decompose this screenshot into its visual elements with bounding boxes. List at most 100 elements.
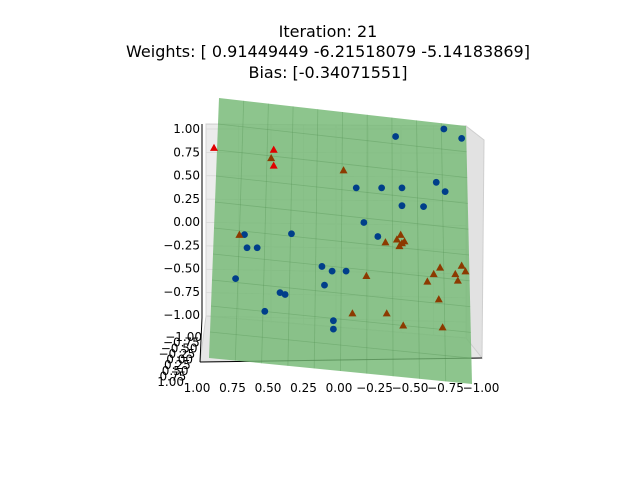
plane-grid-line xyxy=(210,305,471,333)
z-tick-label: 0.75 xyxy=(173,145,200,159)
z-tick-label: −0.75 xyxy=(163,285,200,299)
x-tick-label: 0.25 xyxy=(290,381,317,395)
point-s0-23 xyxy=(441,188,449,196)
point-s1-14 xyxy=(429,269,438,278)
title-line-1: Iteration: 21 xyxy=(279,22,378,41)
y-tick-label: −0.25 xyxy=(158,347,195,361)
point-s1-16 xyxy=(434,295,443,303)
point-s1-1 xyxy=(339,166,348,174)
x-tick-label: −0.50 xyxy=(392,381,429,395)
x-tick-label: −0.75 xyxy=(427,381,464,395)
point-s0-24 xyxy=(440,125,448,133)
plane-grid-line xyxy=(261,103,269,364)
plane-grid-line xyxy=(416,120,420,379)
point-s0-10 xyxy=(328,267,336,275)
point-s0-13 xyxy=(342,267,350,275)
point-s0-9 xyxy=(321,281,328,289)
plane-grid-line xyxy=(215,175,468,204)
point-s0-20 xyxy=(398,202,406,210)
point-s0-3 xyxy=(253,244,261,252)
x-tick-label: 1.00 xyxy=(184,381,211,395)
plane-grid-line xyxy=(313,109,319,369)
point-s0-0 xyxy=(232,275,239,282)
z-tick-label: 0.25 xyxy=(173,192,200,206)
data-points xyxy=(210,125,470,333)
point-s1-21 xyxy=(461,267,470,275)
point-s0-21 xyxy=(420,203,427,211)
plane-grid-line xyxy=(340,111,343,372)
plane-grid-line xyxy=(209,331,472,359)
point-s0-2 xyxy=(243,244,251,252)
y-tick-label: −0.50 xyxy=(161,341,198,355)
point-s1-5 xyxy=(382,309,391,317)
point-s1-19 xyxy=(453,276,462,284)
y-axis-ticks: −1.00−0.75−0.50−0.250.000.250.500.751.00 xyxy=(157,330,202,389)
plane-grid xyxy=(209,100,472,382)
point-s2-2 xyxy=(269,161,278,169)
z-tick-label: −1.00 xyxy=(163,308,200,322)
point-s0-6 xyxy=(281,291,289,298)
z-axis-ticks: 1.00 0.75 0.50 0.25 0.00 −0.25 −0.50 −0.75 −1.00 xyxy=(163,122,200,322)
plane-grid-line xyxy=(214,201,469,230)
point-s1-2 xyxy=(235,230,244,238)
y-tick-label: −0.75 xyxy=(163,336,200,350)
point-s1-17 xyxy=(438,323,447,331)
x-tick-label: 0.00 xyxy=(326,381,353,395)
point-s1-15 xyxy=(436,263,445,271)
point-s0-16 xyxy=(374,233,382,240)
point-s2-0 xyxy=(210,143,218,151)
x-tick-label: −0.25 xyxy=(356,381,393,395)
point-s1-13 xyxy=(423,277,432,285)
title-line-2: Weights: [ 0.91449449 -6.21518079 -5.141… xyxy=(126,42,530,61)
point-s0-7 xyxy=(288,230,295,238)
point-s0-8 xyxy=(318,263,326,270)
y-tick-label: 0.75 xyxy=(160,369,187,383)
plane-grid-line xyxy=(211,279,471,307)
point-s0-11 xyxy=(329,317,337,325)
z-tick-label: 0.00 xyxy=(173,215,200,229)
point-s1-7 xyxy=(392,235,401,243)
point-s1-6 xyxy=(381,238,390,246)
point-s0-22 xyxy=(432,178,440,186)
point-s0-18 xyxy=(392,133,400,140)
y-tick-label: 1.00 xyxy=(157,375,184,389)
point-s0-15 xyxy=(360,219,368,226)
point-s0-25 xyxy=(458,134,466,142)
y-tick-label: −1.00 xyxy=(165,330,202,344)
point-s1-4 xyxy=(348,309,357,317)
point-s0-4 xyxy=(261,307,269,315)
plane-grid-line xyxy=(234,100,245,361)
point-s1-11 xyxy=(399,321,408,329)
y-tick-label: 0.50 xyxy=(162,364,189,378)
z-tick-label: 0.50 xyxy=(173,169,200,183)
x-tick-label: 0.50 xyxy=(255,381,282,395)
point-s1-20 xyxy=(457,261,466,269)
chart-title: Iteration: 21 Weights: [ 0.91449449 -6.2… xyxy=(126,22,530,82)
point-s1-12 xyxy=(400,237,409,245)
z-tick-label: 1.00 xyxy=(173,122,200,136)
y-axis-line xyxy=(199,317,203,363)
point-s1-0 xyxy=(267,153,276,162)
plane-grid-line xyxy=(213,227,470,256)
x-axis-ticks: 1.00 0.75 0.50 0.25 0.00 −0.25−0.50−0.75−1.00 xyxy=(184,381,500,395)
x-tick-label: 0.75 xyxy=(219,381,246,395)
point-s1-9 xyxy=(396,230,405,238)
point-s1-3 xyxy=(362,271,371,279)
plane-grid-line xyxy=(391,117,394,377)
plane-grid-line xyxy=(216,149,468,178)
z-tick-label: −0.50 xyxy=(163,262,200,276)
point-s0-1 xyxy=(241,231,248,239)
plane-grid-line xyxy=(440,123,447,382)
plane-grid-line xyxy=(212,253,470,282)
z-tick-label: −0.25 xyxy=(163,238,200,252)
point-s0-14 xyxy=(352,184,360,192)
x-tick-label: −1.00 xyxy=(463,381,500,395)
point-s0-17 xyxy=(378,184,386,192)
y-tick-label: 0.00 xyxy=(166,353,193,367)
point-s2-1 xyxy=(269,145,278,153)
point-s0-19 xyxy=(398,184,406,192)
title-line-3: Bias: [-0.34071551] xyxy=(249,63,408,82)
y-tick-label: 0.25 xyxy=(164,358,191,372)
decision-plane xyxy=(209,98,472,384)
